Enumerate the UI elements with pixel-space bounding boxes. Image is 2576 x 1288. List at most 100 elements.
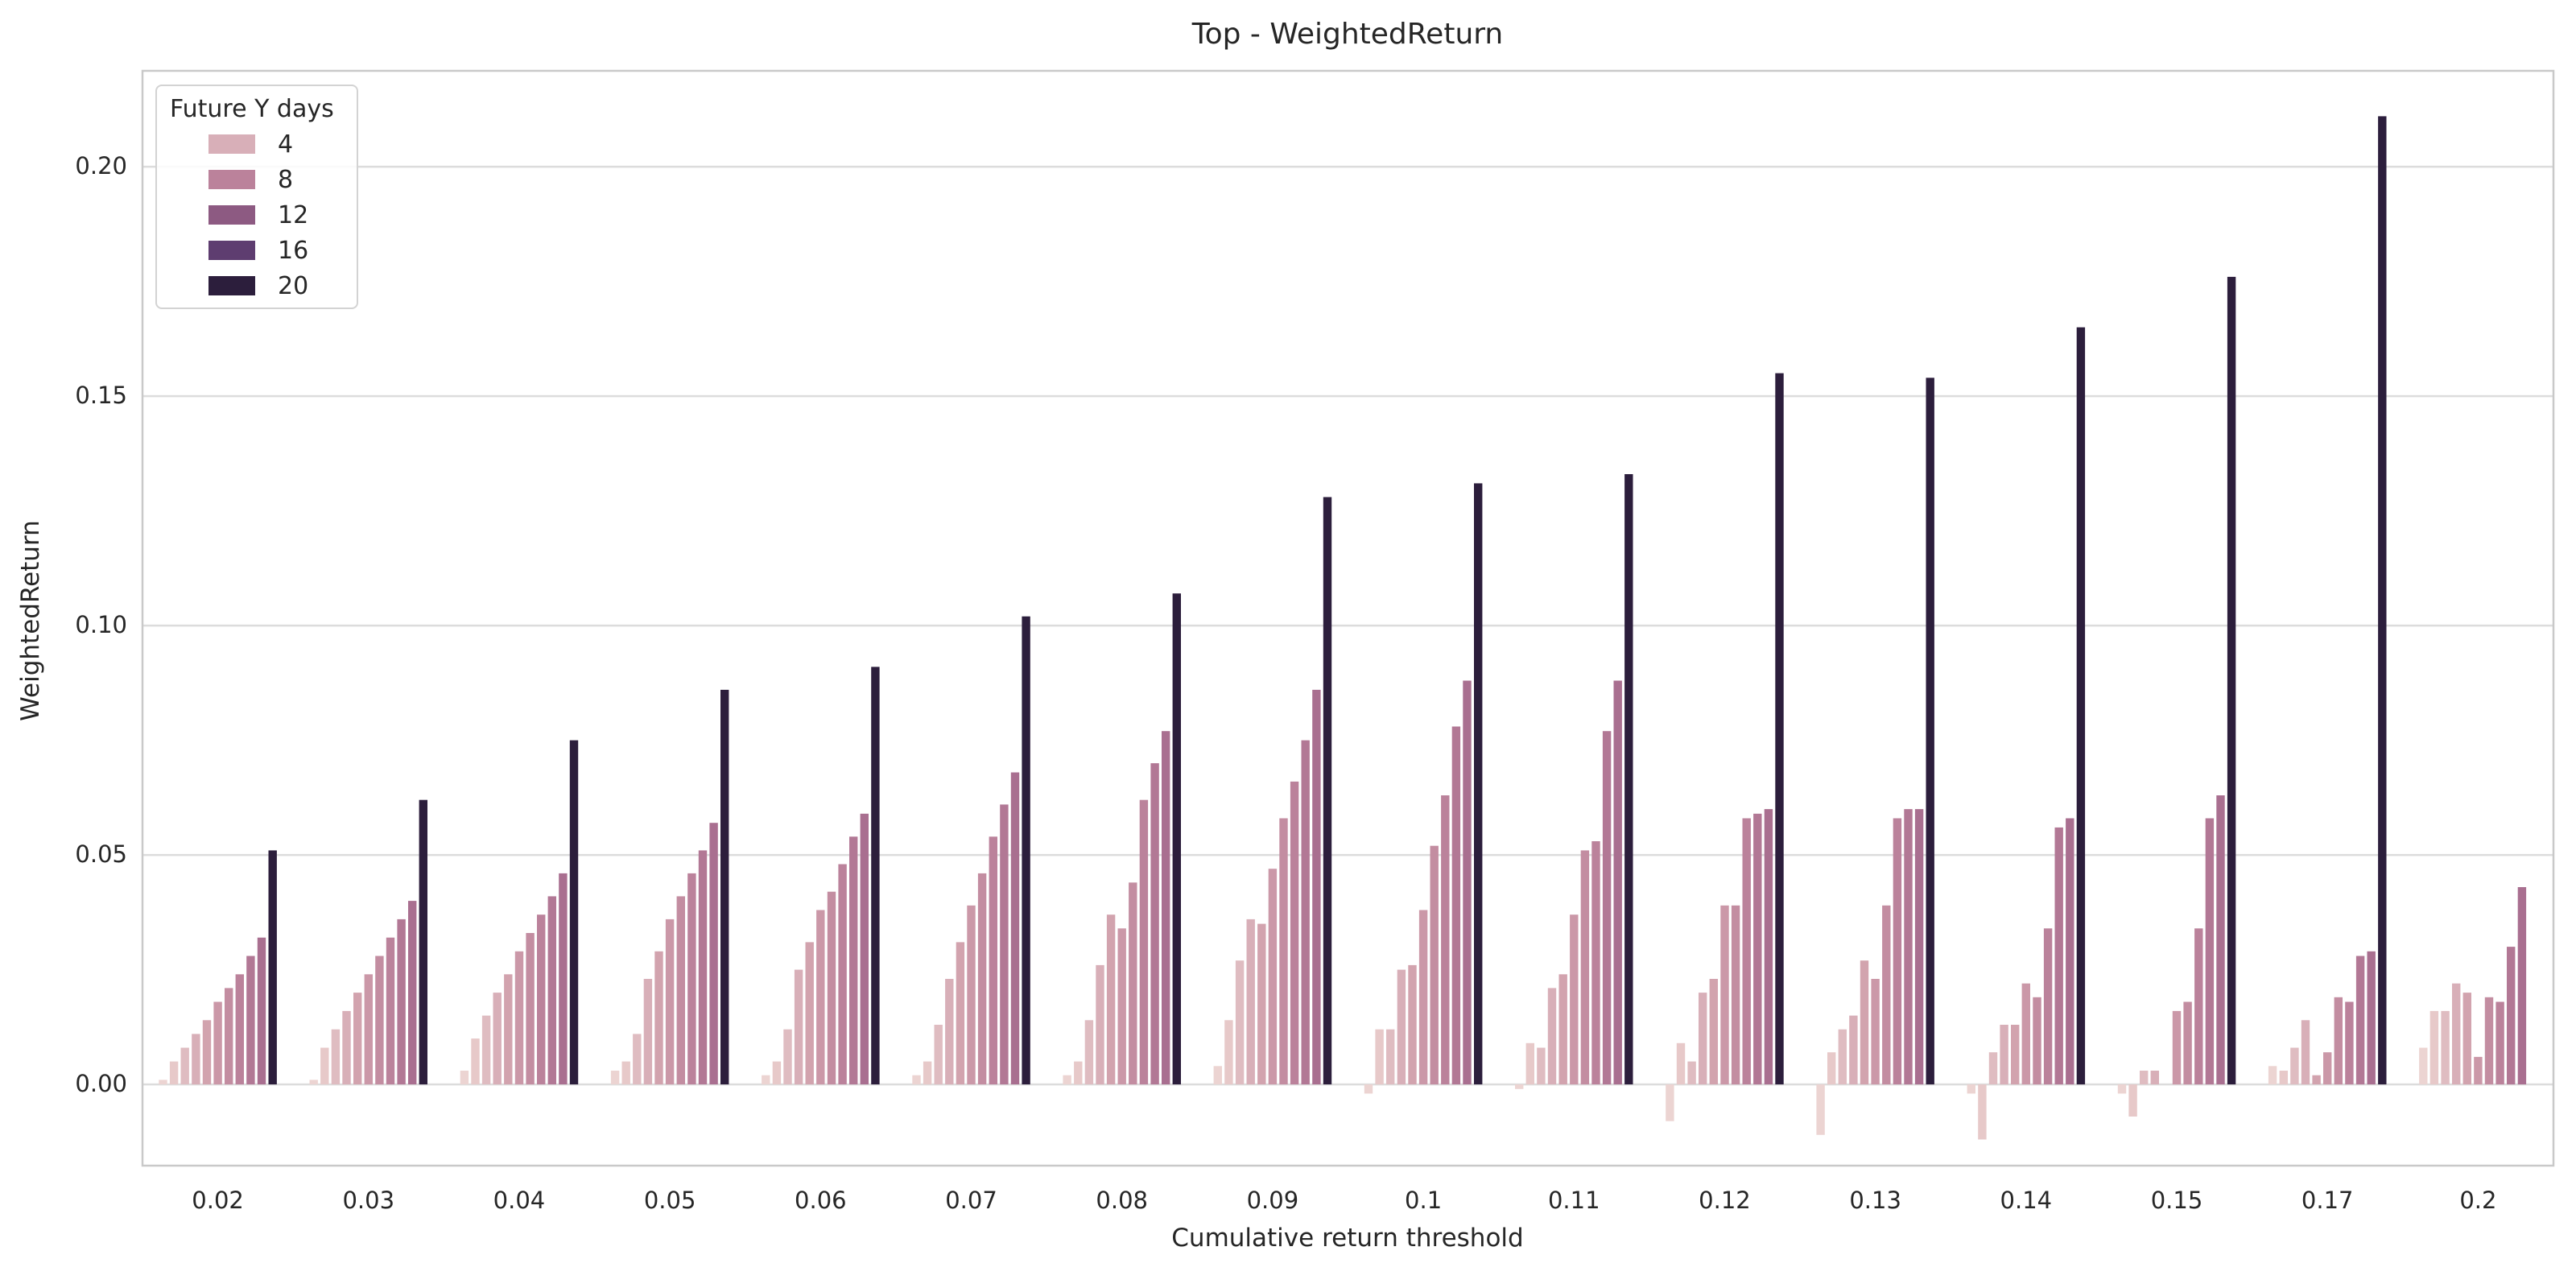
bar-0.14-day1 <box>1967 1084 1975 1094</box>
legend-row: 4 <box>157 126 357 162</box>
bar-0.12-day2 <box>1676 1042 1686 1085</box>
bar-0.13-day10 <box>1914 809 1924 1085</box>
bar-0.06-day5 <box>805 942 814 1085</box>
legend-swatch <box>208 170 255 189</box>
bar-0.09-day8 <box>1290 781 1299 1085</box>
bar-0.17-day3 <box>2290 1047 2299 1085</box>
bar-0.1-day5 <box>1408 964 1417 1085</box>
bar-0.07-day9 <box>1000 804 1009 1085</box>
bar-0.05-day4 <box>643 979 653 1085</box>
bar-0.02-day1 <box>159 1080 167 1085</box>
bar-0.02-day8 <box>235 974 244 1085</box>
bar-0.14-day20 <box>2076 327 2086 1085</box>
bar-0.04-day1 <box>460 1071 469 1085</box>
bar-0.03-day6 <box>364 974 373 1085</box>
bar-0.07-day20 <box>1022 616 1030 1085</box>
bar-0.04-day8 <box>537 914 546 1085</box>
bar-0.03-day8 <box>386 937 395 1085</box>
bar-0.14-day2 <box>1978 1084 1987 1140</box>
legend-label: 12 <box>278 200 309 229</box>
bar-0.11-day4 <box>1547 988 1557 1085</box>
bar-0.13-day9 <box>1904 809 1913 1085</box>
x-tick-label: 0.11 <box>1547 1187 1600 1214</box>
bar-0.11-day10 <box>1613 680 1622 1085</box>
legend-title: Future Y days <box>170 95 334 123</box>
bar-0.09-day2 <box>1224 1020 1233 1085</box>
bar-0.17-day5 <box>2312 1075 2321 1085</box>
bar-0.17-day1 <box>2268 1066 2277 1085</box>
bar-0.17-day10 <box>2367 951 2376 1085</box>
bar-0.15-day9 <box>2205 818 2215 1085</box>
bar-0.14-day3 <box>1988 1052 1998 1085</box>
bar-0.03-day10 <box>408 901 417 1085</box>
bar-0.17-day7 <box>2334 997 2343 1085</box>
bar-0.08-day4 <box>1096 964 1104 1085</box>
bar-0.09-day20 <box>1323 497 1332 1085</box>
x-tick-label: 0.05 <box>643 1187 696 1214</box>
bar-0.07-day1 <box>912 1075 921 1085</box>
x-tick-label: 0.08 <box>1096 1187 1148 1214</box>
bar-0.1-day6 <box>1418 910 1428 1085</box>
bar-0.07-day6 <box>967 905 976 1085</box>
bar-0.06-day6 <box>816 910 825 1085</box>
x-tick-label: 0.1 <box>1405 1187 1443 1214</box>
bar-0.15-day8 <box>2194 928 2203 1085</box>
bar-0.04-day6 <box>514 951 524 1085</box>
bar-0.14-day8 <box>2043 928 2053 1085</box>
bar-0.17-day8 <box>2345 1001 2354 1085</box>
bar-0.1-day20 <box>1474 483 1483 1085</box>
bar-0.06-day2 <box>772 1061 782 1085</box>
y-tick-label: 0.20 <box>75 152 127 180</box>
bar-0.03-day2 <box>320 1047 329 1085</box>
bar-0.02-day2 <box>169 1061 179 1085</box>
bar-0.08-day6 <box>1117 928 1126 1085</box>
bar-0.15-day20 <box>2227 276 2236 1085</box>
x-tick-label: 0.06 <box>795 1187 847 1214</box>
bar-0.02-day9 <box>246 956 255 1085</box>
bar-0.02-day7 <box>225 988 233 1085</box>
bar-0.04-day3 <box>481 1015 491 1085</box>
x-tick-label: 0.04 <box>493 1187 546 1214</box>
bar-0.14-day6 <box>2021 983 2030 1085</box>
bar-0.14-day10 <box>2066 818 2074 1085</box>
bar-0.07-day8 <box>989 836 997 1085</box>
legend-swatch <box>208 276 255 295</box>
bar-0.05-day8 <box>687 873 696 1085</box>
bar-0.06-day9 <box>849 836 858 1085</box>
legend-swatch <box>208 134 255 154</box>
x-tick-label: 0.03 <box>342 1187 395 1214</box>
y-tick-label: 0.10 <box>75 611 127 639</box>
bar-0.08-day20 <box>1172 593 1181 1085</box>
bar-0.1-day1 <box>1364 1084 1373 1094</box>
bar-0.13-day1 <box>1816 1084 1825 1135</box>
bar-0.05-day3 <box>633 1034 642 1085</box>
bar-0.11-day7 <box>1580 850 1590 1085</box>
bar-0.02-day6 <box>213 1001 222 1085</box>
bar-0.13-day4 <box>1849 1015 1858 1085</box>
bar-0.15-day4 <box>2150 1071 2159 1085</box>
bar-0.1-day4 <box>1397 969 1406 1085</box>
bar-0.2-day9 <box>2507 947 2516 1085</box>
bar-0.07-day5 <box>956 942 965 1085</box>
bar-0.14-day7 <box>2033 997 2041 1085</box>
bar-0.2-day6 <box>2474 1056 2483 1085</box>
x-tick-label: 0.15 <box>2150 1187 2203 1214</box>
legend-rows: 4 8 12 16 20 <box>157 126 357 303</box>
bar-0.02-day3 <box>180 1047 189 1085</box>
x-tick-label: 0.12 <box>1699 1187 1751 1214</box>
bar-0.04-day5 <box>504 974 513 1085</box>
legend-swatch <box>208 205 255 225</box>
legend-label: 16 <box>278 236 309 265</box>
bar-0.03-day3 <box>331 1029 341 1085</box>
bar-0.03-day1 <box>309 1080 318 1085</box>
bar-0.11-day6 <box>1570 914 1579 1085</box>
bar-0.03-day5 <box>353 993 362 1085</box>
bar-0.03-day7 <box>375 956 384 1085</box>
bar-0.05-day7 <box>676 896 685 1085</box>
legend-row: 12 <box>157 197 357 233</box>
bar-0.04-day2 <box>471 1038 480 1085</box>
bar-0.15-day3 <box>2140 1071 2149 1085</box>
bar-0.11-day5 <box>1558 974 1567 1085</box>
bar-0.02-day5 <box>202 1020 212 1085</box>
bar-0.17-day2 <box>2279 1071 2288 1085</box>
